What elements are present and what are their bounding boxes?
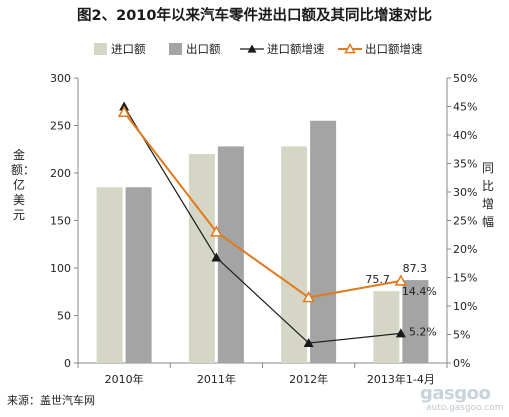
import-growth-marker	[303, 338, 314, 348]
export-growth-marker	[302, 290, 315, 303]
y-axis-right-label: 同比增幅	[481, 161, 494, 229]
watermark-url: auto.gasgoo.com	[426, 403, 504, 413]
growth-lines	[117, 101, 408, 348]
legend-import-growth-marker	[247, 44, 257, 53]
import-bar	[96, 187, 123, 363]
import-growth-marker	[211, 252, 222, 262]
y-right-tick-label: 15%	[453, 272, 477, 285]
x-tick-label: 2010年	[105, 372, 144, 386]
legend-export-growth-marker	[344, 42, 356, 54]
export-growth-line	[123, 111, 402, 299]
y-right-tick-label: 10%	[453, 300, 477, 313]
gasgoo-watermark: gasgoo auto.gasgoo.com	[420, 383, 506, 413]
import-bar	[373, 291, 400, 363]
legend-label: 出口额	[186, 42, 221, 56]
x-tick-label: 2013年1-4月	[367, 372, 435, 386]
legend-label: 进口额	[111, 42, 146, 56]
x-tick-label: 2011年	[197, 372, 236, 386]
y-left-tick-label: 250	[50, 120, 71, 133]
y-right-tick-label: 50%	[453, 72, 477, 85]
import-growth-line	[123, 106, 401, 344]
y-right-tick-label: 45%	[453, 101, 477, 114]
data-label: 87.3	[403, 262, 428, 275]
y-right-tick-label: 25%	[453, 215, 477, 228]
export-growth-marker	[394, 274, 408, 286]
y-left-tick-label: 200	[50, 167, 71, 180]
axes: 0 50 100 150 200 250 300 0% 5% 10% 15% 20% 25% 30% 35%…	[50, 72, 477, 386]
y-right-tick-label: 5%	[453, 329, 470, 342]
export-growth-marker	[210, 225, 223, 237]
y-right-tick-label: 30%	[453, 186, 477, 199]
export-bar	[402, 280, 429, 363]
y-left-tick-label: 0	[64, 357, 71, 370]
export-bar	[310, 120, 337, 363]
watermark-logo: gasgoo	[420, 383, 491, 404]
x-tick-label: 2012年	[289, 372, 328, 386]
export-bar	[217, 146, 244, 363]
legend: 进口额 出口额 进口额增速 出口额增速	[94, 42, 423, 56]
bars	[96, 120, 429, 363]
y-left-tick-label: 150	[50, 215, 71, 228]
legend-export-swatch	[169, 43, 182, 55]
y-left-tick-label: 50	[57, 310, 71, 323]
y-right-tick-label: 40%	[453, 129, 477, 142]
import-bar	[188, 154, 215, 363]
import-growth-marker	[395, 328, 406, 338]
y-axis-left-label: 金额：亿美元	[11, 148, 36, 222]
y-left-tick-label: 100	[50, 262, 71, 275]
chart-title: 图2、2010年以来汽车零件进出口额及其同比增速对比	[77, 8, 432, 24]
data-label: 75.7	[365, 273, 390, 286]
data-label: 14.4%	[402, 285, 437, 298]
legend-import-swatch	[94, 43, 107, 55]
y-right-tick-label: 0%	[453, 357, 470, 370]
data-label: 5.2%	[409, 325, 437, 338]
y-left-tick-label: 300	[50, 72, 71, 85]
y-right-tick-label: 35%	[453, 158, 477, 171]
export-growth-marker	[117, 105, 131, 117]
legend-label: 出口额增速	[365, 42, 423, 56]
export-bar	[125, 187, 152, 363]
data-labels: 75.7 87.3 14.4% 5.2%	[365, 262, 436, 338]
import-bar	[281, 146, 308, 363]
y-right-tick-label: 20%	[453, 243, 477, 256]
legend-label: 进口额增速	[267, 42, 325, 56]
source-note: 来源：盖世汽车网	[7, 394, 95, 407]
